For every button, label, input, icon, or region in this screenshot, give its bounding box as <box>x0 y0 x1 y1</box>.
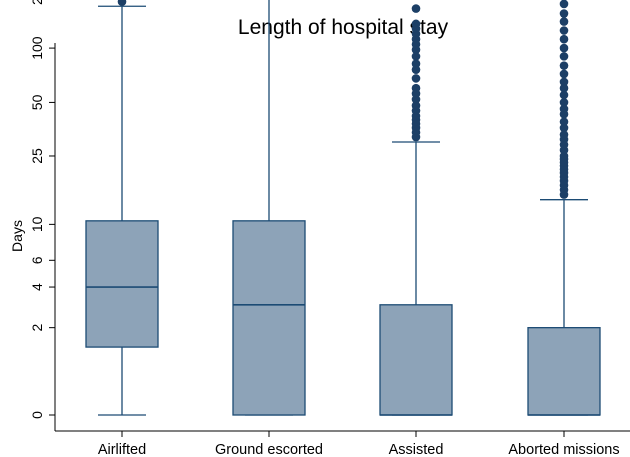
outlier-point <box>559 123 569 133</box>
outlier-point <box>117 0 127 7</box>
iqr-box <box>85 220 159 348</box>
outlier-point <box>411 83 421 93</box>
x-category-label: Assisted <box>389 442 444 457</box>
outlier-point <box>411 19 421 29</box>
x-category-label: Ground escorted <box>215 442 323 457</box>
outlier-point <box>559 17 569 26</box>
outlier-point <box>559 90 569 100</box>
outlier-point <box>559 43 569 53</box>
y-tick-label: 4 <box>29 283 45 291</box>
outlier-point <box>559 98 569 107</box>
iqr-box <box>527 327 601 416</box>
outlier-point <box>411 4 421 13</box>
y-axis-ticks: 0246102550100200500 <box>29 0 55 419</box>
iqr-box <box>232 220 306 416</box>
y-tick-label: 100 <box>29 36 45 60</box>
y-tick-label: 25 <box>29 148 45 164</box>
outlier-point <box>559 77 569 87</box>
outlier-point <box>559 130 569 139</box>
outlier-point <box>411 101 421 110</box>
x-axis-category-labels: Airlifted Ground escorted Assisted Aborted … <box>98 431 620 457</box>
outlier-point <box>411 52 421 61</box>
outlier-point <box>411 59 421 69</box>
y-tick-label: 0 <box>29 411 45 419</box>
box-group <box>379 4 453 416</box>
outlier-point <box>559 61 569 70</box>
outlier-point <box>559 52 569 61</box>
outlier-point <box>559 151 569 161</box>
outlier-point <box>411 65 421 74</box>
y-tick-label: 50 <box>29 94 45 110</box>
box-group <box>85 0 159 416</box>
y-tick-label: 10 <box>29 216 45 232</box>
outlier-point <box>559 83 569 93</box>
box-group <box>232 0 306 416</box>
outlier-point <box>411 74 421 83</box>
y-tick-label: 2 <box>29 324 45 332</box>
box-series-group <box>85 0 601 416</box>
x-category-label: Aborted missions <box>508 442 619 457</box>
outlier-point <box>559 104 569 114</box>
chart-title: Length of hospital stay <box>238 16 449 39</box>
box-group <box>527 0 601 416</box>
outlier-point <box>559 0 569 9</box>
outlier-point <box>559 34 569 44</box>
iqr-box <box>379 304 453 416</box>
y-axis-title: Days <box>9 220 25 252</box>
y-tick-label: 6 <box>29 256 45 264</box>
outlier-point <box>559 9 569 18</box>
x-category-label: Airlifted <box>98 442 146 457</box>
outlier-point <box>118 0 126 2</box>
outlier-point <box>559 26 569 35</box>
y-tick-label: 200 <box>29 0 45 5</box>
outlier-point <box>559 69 569 79</box>
outlier-point <box>559 117 569 127</box>
